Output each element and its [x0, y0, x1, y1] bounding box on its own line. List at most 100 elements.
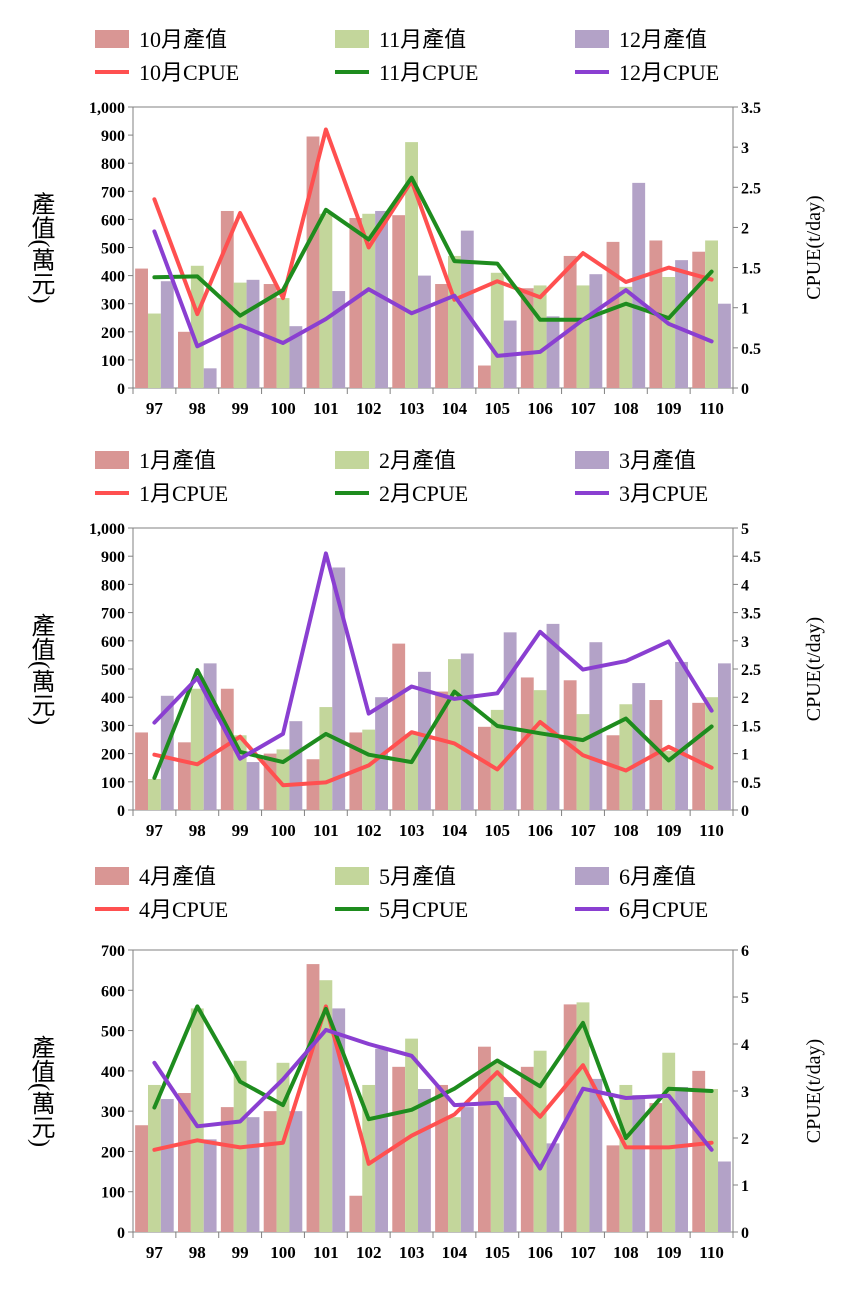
bar	[392, 215, 406, 388]
y-tick-label: 600	[101, 983, 125, 1000]
y2-tick-label: 0	[741, 803, 749, 820]
legend-label: 11月CPUE	[379, 60, 478, 85]
x-tick-label: 99	[232, 1243, 249, 1262]
y2-tick-label: 0.5	[741, 775, 761, 792]
bar	[405, 733, 418, 810]
bar	[276, 1062, 290, 1232]
y2-tick-label: 4	[741, 577, 749, 594]
x-tick-label: 101	[313, 821, 339, 840]
y-axis-title: 產值(萬元)	[27, 613, 55, 725]
bar	[718, 663, 731, 810]
bar	[405, 142, 418, 388]
x-tick-label: 104	[442, 821, 468, 840]
bar	[533, 690, 547, 810]
x-tick-label: 106	[527, 399, 553, 418]
bar	[178, 742, 191, 810]
bar	[619, 704, 633, 810]
series-line	[152, 1027, 714, 1171]
y2-tick-label: 2	[741, 690, 749, 707]
y-axis-title: 產值(萬元)	[27, 192, 55, 304]
bar	[362, 213, 376, 388]
bar	[178, 1093, 191, 1232]
y-tick-label: 700	[101, 606, 125, 623]
x-tick-label: 109	[656, 1243, 682, 1262]
bar	[233, 282, 247, 388]
bar	[306, 964, 320, 1232]
y2-axis-title: CPUE(t/day)	[803, 1039, 825, 1143]
legend-swatch	[575, 867, 609, 885]
x-tick-label: 107	[570, 399, 596, 418]
bar	[662, 750, 676, 810]
x-tick-label: 106	[527, 821, 553, 840]
bar	[576, 285, 590, 388]
legend-swatch	[95, 867, 129, 885]
legend-swatch	[95, 30, 129, 48]
bar	[148, 1084, 161, 1232]
x-tick-label: 105	[485, 399, 511, 418]
series-line	[152, 175, 714, 322]
bar	[435, 284, 448, 388]
y-tick-label: 0	[117, 803, 125, 820]
x-tick-label: 108	[613, 1243, 639, 1262]
bar	[160, 281, 174, 388]
x-tick-label: 101	[313, 1243, 339, 1262]
bar	[589, 274, 603, 388]
x-tick-label: 107	[570, 821, 596, 840]
bar	[503, 632, 517, 810]
bar	[148, 313, 161, 388]
x-tick-label: 110	[699, 1243, 724, 1262]
y-tick-label: 800	[101, 156, 125, 173]
y2-tick-label: 5	[741, 521, 749, 538]
bar	[576, 714, 590, 810]
legend-label: 12月CPUE	[619, 60, 719, 85]
bar	[692, 1070, 706, 1232]
bar	[662, 1052, 676, 1232]
bar	[675, 661, 688, 810]
y2-tick-label: 2.5	[741, 180, 761, 197]
y-tick-label: 100	[101, 1185, 125, 1202]
bar	[589, 1078, 603, 1232]
bar	[319, 213, 333, 388]
bar	[276, 749, 290, 810]
y2-tick-label: 1	[741, 301, 749, 318]
bar	[589, 642, 603, 810]
legend-label: 2月產值	[379, 448, 456, 473]
y-tick-label: 100	[101, 353, 125, 370]
bar	[606, 1145, 620, 1232]
y-tick-label: 500	[101, 241, 125, 258]
y2-tick-label: 4.5	[741, 549, 761, 566]
bar	[319, 980, 333, 1232]
x-tick-label: 97	[146, 399, 164, 418]
x-tick-label: 110	[699, 399, 724, 418]
bar	[332, 291, 346, 388]
bar	[705, 697, 718, 810]
x-tick-label: 102	[356, 399, 382, 418]
y-tick-label: 900	[101, 128, 125, 145]
bar	[718, 1161, 731, 1232]
bar	[460, 653, 474, 810]
bar	[520, 677, 534, 810]
bar	[135, 268, 148, 388]
x-tick-label: 99	[232, 399, 249, 418]
bar	[160, 695, 174, 810]
y-tick-label: 300	[101, 718, 125, 735]
y-tick-label: 200	[101, 747, 125, 764]
bar	[203, 368, 217, 388]
bar	[362, 729, 376, 810]
series-line	[152, 720, 714, 788]
y-tick-label: 200	[101, 325, 125, 342]
bar	[619, 1084, 633, 1232]
bar	[460, 230, 474, 388]
y-tick-label: 400	[101, 690, 125, 707]
bar	[718, 303, 731, 388]
y2-tick-label: 2	[741, 1131, 749, 1148]
legend-label: 12月產值	[619, 27, 707, 52]
chart-panel-3: 0 100 200 300 400 500 600 700 0 1 2 3 4 5 6 97 98 99 100 10…	[27, 864, 825, 1262]
bar	[606, 241, 620, 388]
y2-tick-label: 1.5	[741, 261, 761, 278]
y-axis-title: 產值(萬元)	[27, 1035, 55, 1147]
y-tick-label: 600	[101, 212, 125, 229]
bar	[220, 1107, 234, 1232]
bar	[289, 326, 303, 388]
x-tick-label: 100	[270, 1243, 296, 1262]
